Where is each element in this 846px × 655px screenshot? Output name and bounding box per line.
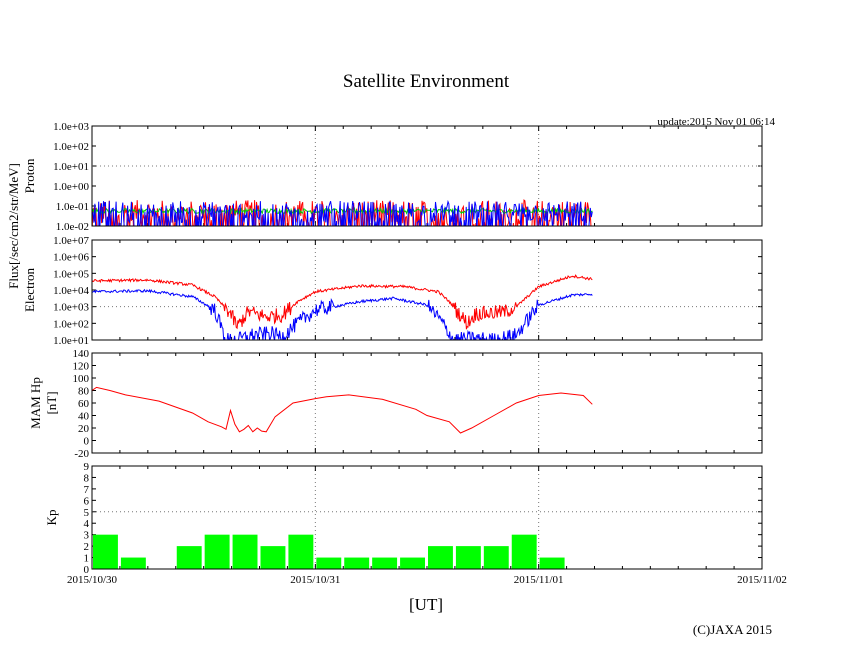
y-tick-label: 1.0e-01 [56,201,89,213]
y-tick-label: 1.0e+04 [53,285,89,297]
kp-bar [539,557,565,569]
flux-label-text: Flux[/sec/cm2/str/MeV] [6,163,21,289]
kp-bar [232,534,258,569]
kp-bar [372,557,398,569]
y-tick-label: 120 [73,361,90,373]
x-tick-label: 2015/10/31 [290,574,340,586]
panel-frame [91,239,763,341]
kp-bar [93,534,118,569]
y-axis-label: Electron [22,267,37,312]
y-tick-label: 1.0e+02 [53,318,89,330]
y-tick-label: 1.0e-02 [56,221,89,233]
kp-bar [428,546,453,569]
kp-bar [176,546,202,569]
y-tick-label: 9 [84,461,90,473]
series-line-green [92,206,593,216]
y-tick-label: 1.0e+02 [53,141,89,153]
y-tick-label: 1.0e+01 [53,335,89,347]
y-tick-label: 5 [84,507,90,519]
y-tick-label: 1.0e+03 [53,121,89,133]
panel-proton: 1.0e-02 1.0e-01 1.0e+00 1.0e+01 1.0e+02 1.0e+… [22,121,763,233]
x-tick-label: 2015/10/30 [67,574,118,586]
kp-bar [483,546,509,569]
series-line-blue [92,199,593,226]
y-tick-label: 4 [84,518,90,530]
kp-bar [288,534,314,569]
data-magnetic [92,386,593,434]
y-tick-label: 7 [84,484,90,496]
update-timestamp: update:2015 Nov 01 06:14 [657,116,775,128]
y-tick-label: 1.0e+07 [53,235,89,247]
y-tick-label: 0 [84,436,90,448]
y-tick-label: 0 [84,564,90,576]
kp-bar [260,546,286,569]
y-tick-label: 1.0e+05 [53,268,89,280]
data-kp [93,534,565,569]
flux-axis-label: Flux[/sec/cm2/str/MeV] [6,163,21,289]
kp-bar [511,534,537,569]
chart-title: Satellite Environment [343,71,510,92]
x-axis-label: [UT] [409,595,443,614]
kp-bar [316,557,342,569]
y-axis-label: MAM Hp [28,377,43,429]
y-tick-label: 1 [84,553,90,565]
panel-frame [91,465,763,570]
y-axis-label: Proton [22,158,37,193]
y-tick-label: 2 [84,541,90,553]
series-line-hp [92,386,593,434]
x-tick-label: 2015/11/02 [737,574,787,586]
kp-bar [120,557,146,569]
panel-electron: 1.0e+01 1.0e+02 1.0e+03 1.0e+04 1.0e+05 1.0e+… [22,235,763,347]
y-tick-label: 140 [73,348,90,360]
y-tick-label: 20 [78,423,90,435]
data-electron [92,274,593,340]
y-tick-label: 1.0e+00 [53,181,89,193]
y-tick-label: 6 [84,495,90,507]
y-axis-unit-label: [nT] [44,391,59,414]
series-line-red [92,274,593,330]
kp-bar [344,557,370,569]
y-axis-label: Kp [44,510,59,526]
panels-group: 1.0e-021.0e-011.0e+001.0e+011.0e+021.0e+… [22,121,787,586]
x-tick-label: 2015/11/01 [514,574,564,586]
y-tick-label: 1.0e+06 [53,252,89,264]
y-tick-label: -20 [74,448,89,460]
panel-frame [91,125,763,227]
y-tick-label: 3 [84,530,90,542]
y-tick-label: 8 [84,472,90,484]
y-tick-label: 100 [73,373,90,385]
y-tick-label: 1.0e+01 [53,161,89,173]
kp-bar [204,534,230,569]
y-tick-label: 40 [78,411,90,423]
y-tick-label: 60 [78,398,90,410]
y-tick-label: 1.0e+03 [53,302,89,314]
y-tick-label: 80 [78,386,90,398]
kp-bar [455,546,481,569]
copyright-text: (C)JAXA 2015 [693,622,772,637]
kp-bar [400,557,425,569]
panel-frame [91,352,763,454]
series-line-blue [92,288,593,340]
data-proton [92,199,593,226]
